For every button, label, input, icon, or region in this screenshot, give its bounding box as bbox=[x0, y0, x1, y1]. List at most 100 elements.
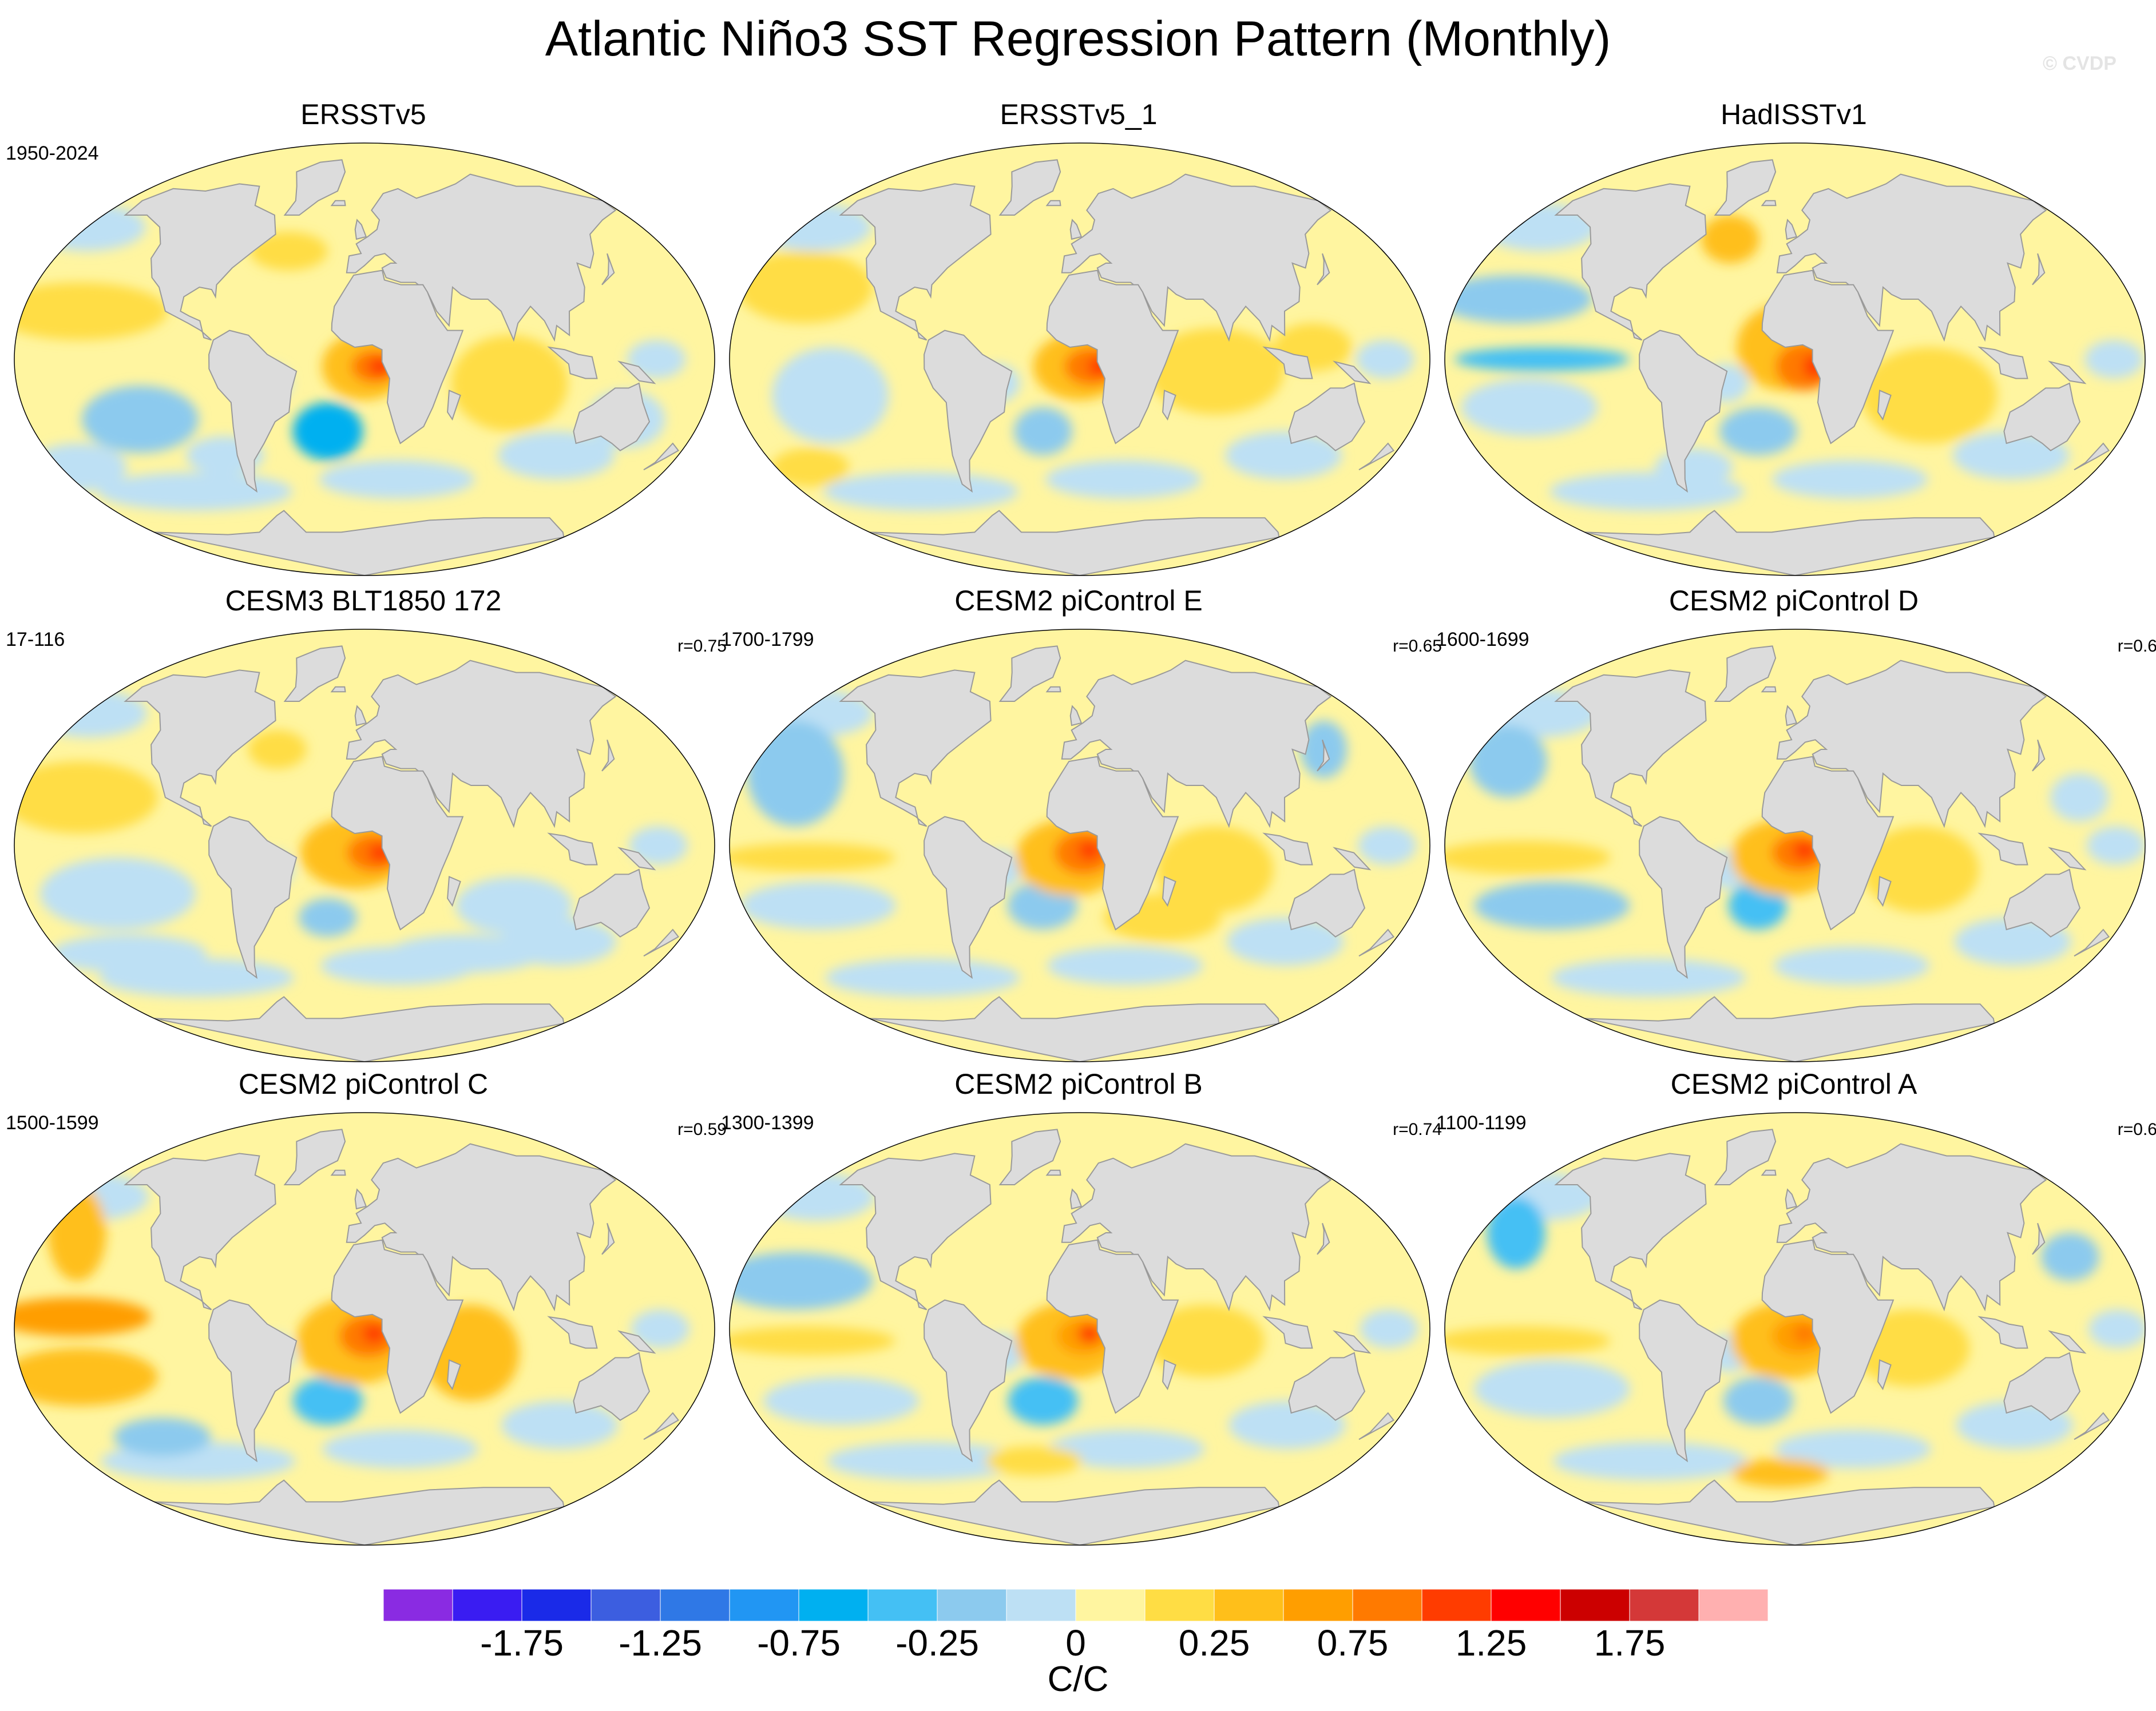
land-uk bbox=[1785, 705, 1798, 727]
colorbar-tick-label: -1.25 bbox=[619, 1622, 702, 1664]
anomaly-contour bbox=[1077, 1324, 1101, 1344]
anomaly-contour bbox=[319, 460, 475, 499]
land-newGuinea bbox=[1333, 847, 1372, 871]
land-japan bbox=[2032, 1222, 2046, 1255]
anomaly-contour bbox=[322, 1430, 478, 1468]
land-africa bbox=[1046, 1239, 1179, 1414]
land-northAmerica bbox=[1554, 183, 1707, 341]
land-iceland bbox=[1761, 200, 1777, 207]
pattern-correlation: r=0.74 bbox=[1393, 1120, 1442, 1139]
land-australia bbox=[573, 382, 651, 451]
land-newGuinea bbox=[617, 847, 656, 871]
land-indonesia bbox=[1262, 1316, 1313, 1349]
colorbar bbox=[383, 1589, 1768, 1621]
land-madagascar bbox=[447, 876, 461, 907]
land-nz bbox=[643, 442, 680, 471]
land-northAmerica bbox=[124, 669, 276, 827]
land-newGuinea bbox=[2048, 1330, 2087, 1354]
anomaly-contour bbox=[730, 843, 895, 872]
colorbar-tick-label: -0.25 bbox=[895, 1622, 979, 1664]
land-eurasia bbox=[1776, 660, 2047, 828]
colorbar-swatch bbox=[798, 1589, 869, 1621]
anomaly-contour bbox=[1723, 1377, 1794, 1425]
land-madagascar bbox=[1877, 1359, 1892, 1391]
anomaly-contour bbox=[387, 934, 544, 973]
land-iceland bbox=[1045, 686, 1061, 693]
land-iceland bbox=[330, 1169, 346, 1176]
land-indonesia bbox=[547, 346, 598, 379]
land-nz bbox=[1358, 928, 1395, 957]
anomaly-contour bbox=[1773, 946, 1929, 985]
anomaly-contour bbox=[97, 472, 292, 511]
land-eurasia bbox=[346, 1143, 617, 1312]
land-uk bbox=[1785, 1188, 1798, 1210]
colorbar-swatch bbox=[1491, 1589, 1561, 1621]
anomaly-contour bbox=[2087, 826, 2145, 865]
map-panel: ERSSTv5 1950-2024 bbox=[6, 92, 721, 576]
land-southAmerica bbox=[924, 330, 1013, 493]
anomaly-contour bbox=[823, 472, 1018, 511]
anomaly-contour bbox=[629, 826, 688, 865]
map-panel: HadISSTv1 bbox=[1436, 92, 2151, 576]
world-map bbox=[14, 142, 715, 576]
land-japan bbox=[1317, 1222, 1330, 1255]
land-australia bbox=[2003, 868, 2081, 938]
land-southAmerica bbox=[208, 330, 298, 493]
colorbar-swatch bbox=[660, 1589, 730, 1621]
panel-period: 17-116 bbox=[6, 629, 65, 650]
panel-period: 1300-1399 bbox=[721, 1112, 814, 1134]
land-southAmerica bbox=[924, 1299, 1013, 1463]
land-iceland bbox=[330, 200, 346, 207]
land-greenland bbox=[998, 1129, 1061, 1185]
land-japan bbox=[601, 739, 615, 772]
anomaly-contour bbox=[1147, 1305, 1265, 1377]
land-iceland bbox=[1045, 1169, 1061, 1176]
anomaly-contour bbox=[772, 347, 889, 443]
land-iceland bbox=[330, 686, 346, 693]
colorbar-tick-label: 0.25 bbox=[1178, 1622, 1250, 1664]
colorbar-swatch bbox=[1352, 1589, 1422, 1621]
world-map bbox=[1444, 629, 2146, 1062]
land-antarctica bbox=[1584, 996, 1995, 1062]
land-newGuinea bbox=[2048, 847, 2087, 871]
land-antarctica bbox=[1584, 1479, 1995, 1545]
panel-title: CESM2 piControl C bbox=[238, 1068, 489, 1100]
figure-title: Atlantic Niño3 SST Regression Pattern (M… bbox=[545, 11, 1611, 66]
land-japan bbox=[1317, 739, 1330, 772]
land-antarctica bbox=[869, 1479, 1280, 1545]
land-greenland bbox=[283, 1129, 346, 1185]
land-iceland bbox=[1761, 1169, 1777, 1176]
panel-title: HadISSTv1 bbox=[1721, 98, 1867, 130]
anomaly-contour bbox=[1655, 448, 1733, 487]
anomaly-contour bbox=[1147, 328, 1284, 415]
land-africa bbox=[1046, 269, 1179, 444]
anomaly-contour bbox=[298, 898, 357, 937]
colorbar-swatch bbox=[867, 1589, 938, 1621]
land-africa bbox=[1046, 756, 1179, 931]
anomaly-contour bbox=[14, 1348, 158, 1406]
anomaly-contour bbox=[985, 1446, 1083, 1476]
anomaly-contour bbox=[1719, 407, 1797, 455]
panel-period: 1500-1599 bbox=[6, 1112, 99, 1134]
colorbar-tick-label: 0.75 bbox=[1317, 1622, 1389, 1664]
anomaly-contour bbox=[747, 720, 845, 827]
land-nz bbox=[643, 928, 680, 957]
colorbar-swatch bbox=[521, 1589, 592, 1621]
colorbar-swatch bbox=[1214, 1589, 1284, 1621]
anomaly-contour bbox=[1445, 1326, 1611, 1356]
colorbar-tick-label: -1.75 bbox=[480, 1622, 564, 1664]
anomaly-contour bbox=[14, 282, 168, 340]
land-nz bbox=[2074, 1412, 2110, 1440]
land-japan bbox=[2032, 739, 2046, 772]
panel-period: 1950-2024 bbox=[6, 142, 99, 164]
land-japan bbox=[2032, 253, 2046, 285]
land-africa bbox=[1761, 756, 1895, 931]
world-map bbox=[729, 629, 1430, 1062]
watermark: © CVDP bbox=[2043, 53, 2117, 74]
land-newGuinea bbox=[617, 1330, 656, 1354]
land-madagascar bbox=[1162, 1359, 1176, 1391]
land-australia bbox=[573, 1352, 651, 1421]
colorbar-swatch bbox=[1421, 1589, 1492, 1621]
land-eurasia bbox=[1776, 1143, 2047, 1312]
land-indonesia bbox=[547, 832, 598, 866]
